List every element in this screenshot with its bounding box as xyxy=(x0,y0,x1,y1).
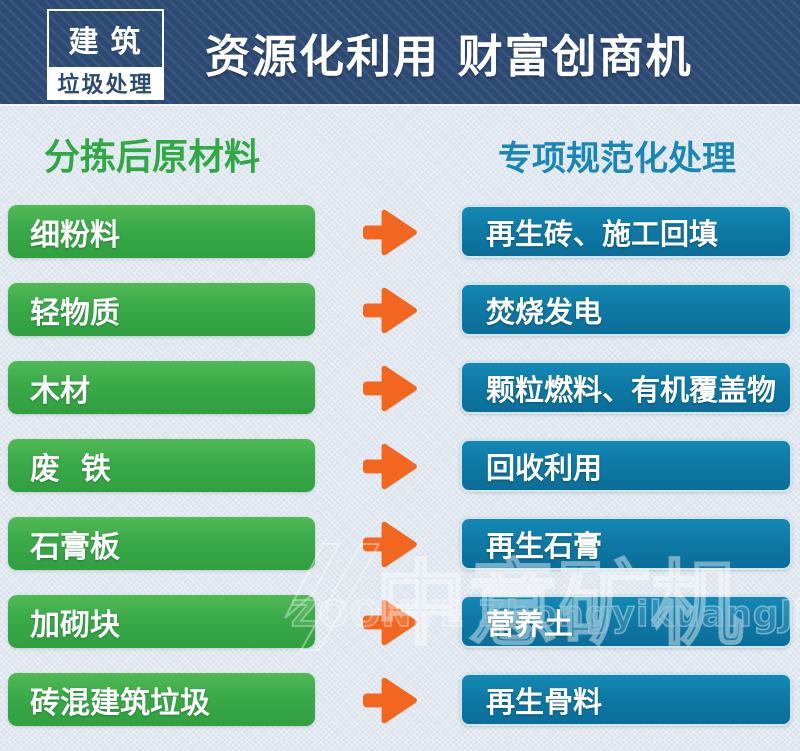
badge-bottom-label: 垃圾处理 xyxy=(49,67,162,98)
badge-top-label: 建筑 xyxy=(68,25,153,60)
table-row: 砖混建筑垃圾 再生骨料 xyxy=(0,673,800,726)
material-label: 石膏板 xyxy=(8,517,315,570)
right-arrow-icon xyxy=(363,677,417,724)
table-row: 废 铁 回收利用 xyxy=(0,439,800,492)
right-arrow-icon xyxy=(363,365,417,412)
table-row: 木材 颗粒燃料、有机覆盖物 xyxy=(0,361,800,414)
table-row: 加砌块 营养土 xyxy=(0,595,800,648)
material-label: 细粉料 xyxy=(8,205,315,258)
material-label: 废 铁 xyxy=(8,439,315,492)
header-banner: 建筑 垃圾处理 资源化利用 财富创商机 xyxy=(0,0,800,104)
right-arrow-icon xyxy=(363,209,417,256)
right-arrow-icon xyxy=(363,443,417,490)
table-row: 石膏板 再生石膏 xyxy=(0,517,800,570)
material-label: 加砌块 xyxy=(8,595,315,648)
column-title-treatments: 专项规范化处理 xyxy=(498,139,736,179)
treatment-label: 回收利用 xyxy=(460,439,792,492)
mapping-rows: 细粉料 再生砖、施工回填 轻物质 焚烧发电 木材 颗粒燃料、有机覆盖物 废 铁 … xyxy=(0,205,800,751)
table-row: 细粉料 再生砖、施工回填 xyxy=(0,205,800,258)
treatment-label: 再生石膏 xyxy=(460,517,792,570)
page-title: 资源化利用 财富创商机 xyxy=(205,29,693,83)
treatment-label: 焚烧发电 xyxy=(460,283,792,336)
table-row: 轻物质 焚烧发电 xyxy=(0,283,800,336)
material-label: 轻物质 xyxy=(8,283,315,336)
material-label: 砖混建筑垃圾 xyxy=(8,673,315,726)
material-label: 木材 xyxy=(8,361,315,414)
treatment-label: 颗粒燃料、有机覆盖物 xyxy=(460,361,792,414)
treatment-label: 再生骨料 xyxy=(460,673,792,726)
treatment-label: 营养土 xyxy=(460,595,792,648)
right-arrow-icon xyxy=(363,521,417,568)
right-arrow-icon xyxy=(363,599,417,646)
brand-badge: 建筑 垃圾处理 xyxy=(47,9,164,100)
treatment-label: 再生砖、施工回填 xyxy=(460,205,792,258)
right-arrow-icon xyxy=(363,287,417,334)
column-title-materials: 分拣后原材料 xyxy=(44,137,261,178)
